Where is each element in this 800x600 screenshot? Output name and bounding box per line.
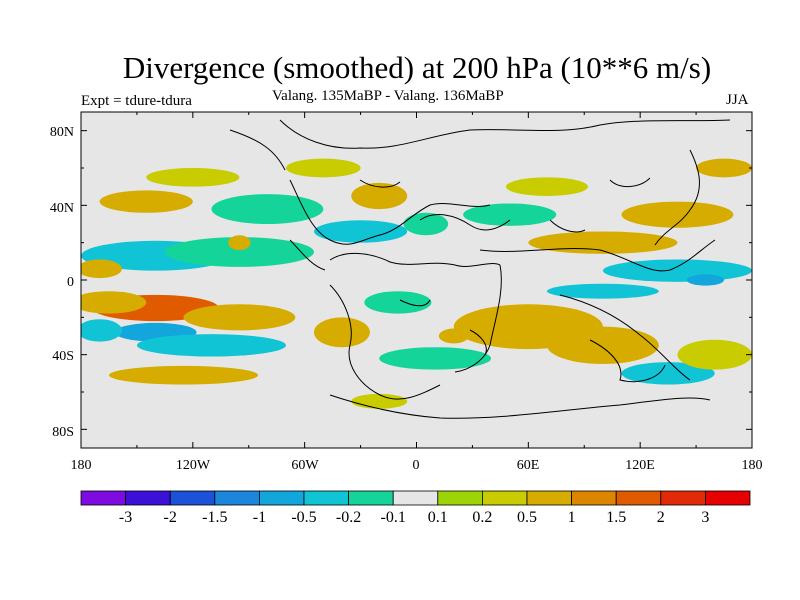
plot-area — [80, 111, 753, 449]
y-label-0: 0 — [67, 275, 74, 290]
divergence-blob-12 — [146, 168, 240, 187]
divergence-blob-28 — [621, 362, 715, 385]
y-label-80s: 80S — [52, 425, 74, 440]
divergence-blob-6 — [108, 365, 259, 385]
x-label-60w: 60W — [291, 458, 319, 473]
divergence-blob-10 — [228, 235, 251, 251]
divergence-blob-20 — [621, 201, 734, 228]
colorbar-swatch-0 — [80, 490, 126, 506]
colorbar-label-4: -0.5 — [291, 509, 316, 526]
divergence-blob-16 — [351, 182, 408, 210]
divergence-blob-11 — [99, 190, 193, 213]
divergence-blob-18 — [463, 203, 557, 226]
divergence-blob-32 — [351, 393, 408, 409]
divergence-blob-22 — [528, 231, 678, 254]
colorbar-label-3: -1 — [253, 509, 266, 526]
divergence-blob-15 — [313, 220, 408, 243]
y-axis-labels: 80N 40N 0 40S 80S — [50, 125, 74, 440]
colorbar-label-7: 0.1 — [428, 509, 448, 526]
divergence-blob-19 — [505, 177, 588, 197]
divergence-blob-8 — [164, 237, 314, 267]
experiment-label: Expt = tdure-tdura — [81, 93, 192, 109]
divergence-blob-30 — [364, 291, 432, 314]
x-label-180-left: 180 — [71, 458, 92, 473]
axis-ticks — [80, 112, 753, 448]
y-label-40s: 40S — [52, 349, 74, 364]
colorbar-label-13: 3 — [701, 509, 709, 526]
colorbar-label-5: -0.2 — [336, 509, 361, 526]
divergence-blob-29 — [313, 317, 370, 348]
divergence-blob-34 — [438, 328, 469, 344]
divergence-blob-1 — [81, 291, 147, 314]
colorbar-swatch-4 — [258, 490, 305, 506]
colorbar-label-9: 0.5 — [517, 509, 537, 526]
colorbar-label-10: 1 — [568, 509, 576, 526]
x-axis-labels: 180 120W 60W 0 60E 120E 180 — [71, 458, 763, 473]
colorbar-swatch-10 — [526, 490, 572, 506]
colorbar-label-6: -0.1 — [381, 509, 406, 526]
divergence-blob-31 — [379, 347, 492, 370]
divergence-blob-27 — [546, 326, 659, 365]
colorbar-label-2: -1.5 — [202, 509, 227, 526]
colorbar-swatch-8 — [437, 490, 483, 506]
y-label-80n: 80N — [50, 125, 74, 140]
colorbar-swatch-13 — [660, 490, 706, 506]
colorbar-swatch-5 — [303, 490, 349, 506]
x-label-0: 0 — [413, 458, 420, 473]
divergence-blob-23 — [602, 259, 752, 282]
divergence-blob-13 — [286, 158, 361, 178]
colorbar-swatch-9 — [481, 490, 528, 506]
colorbar-label-0: -3 — [119, 509, 132, 526]
colorbar-swatch-1 — [125, 490, 171, 506]
colorbar-swatch-6 — [348, 490, 394, 506]
divergence-blob-4 — [81, 319, 122, 342]
divergence-blob-5 — [136, 334, 287, 357]
colorbar-swatch-12 — [615, 490, 662, 506]
divergence-blob-14 — [211, 194, 324, 224]
x-label-180-right: 180 — [742, 458, 763, 473]
x-label-120w: 120W — [176, 458, 211, 473]
divergence-blob-25 — [546, 283, 659, 299]
colorbar-label-11: 1.5 — [606, 509, 626, 526]
x-label-60e: 60E — [517, 458, 540, 473]
divergence-blob-17 — [403, 212, 449, 236]
map-subtitle: Valang. 135MaBP - Valang. 136MaBP — [272, 88, 504, 104]
colorbar-swatch-14 — [705, 490, 751, 506]
season-label: JJA — [726, 92, 749, 108]
divergence-blob-2 — [183, 304, 296, 331]
paleo-coastlines — [229, 119, 731, 419]
colorbar — [80, 490, 751, 506]
colorbar-label-12: 2 — [657, 509, 665, 526]
divergence-blob-33 — [677, 339, 752, 370]
divergence-blob-21 — [696, 158, 752, 178]
divergence-blob-9 — [81, 259, 122, 279]
colorbar-swatch-2 — [169, 490, 216, 506]
x-label-120e: 120E — [625, 458, 655, 473]
y-label-40n: 40N — [50, 201, 74, 216]
colorbar-label-1: -2 — [164, 509, 177, 526]
colorbar-swatch-3 — [214, 490, 260, 506]
colorbar-label-8: 0.2 — [472, 509, 492, 526]
divergence-blob-24 — [686, 274, 725, 286]
colorbar-swatch-7 — [392, 490, 439, 506]
map-title: Divergence (smoothed) at 200 hPa (10**6 … — [122, 50, 712, 85]
colorbar-labels: -3 -2 -1.5 -1 -0.5 -0.2 -0.1 0.1 0.2 0.5 1 1.5 2 3 — [119, 509, 709, 526]
divergence-field — [81, 158, 752, 409]
colorbar-swatch-11 — [571, 490, 617, 506]
